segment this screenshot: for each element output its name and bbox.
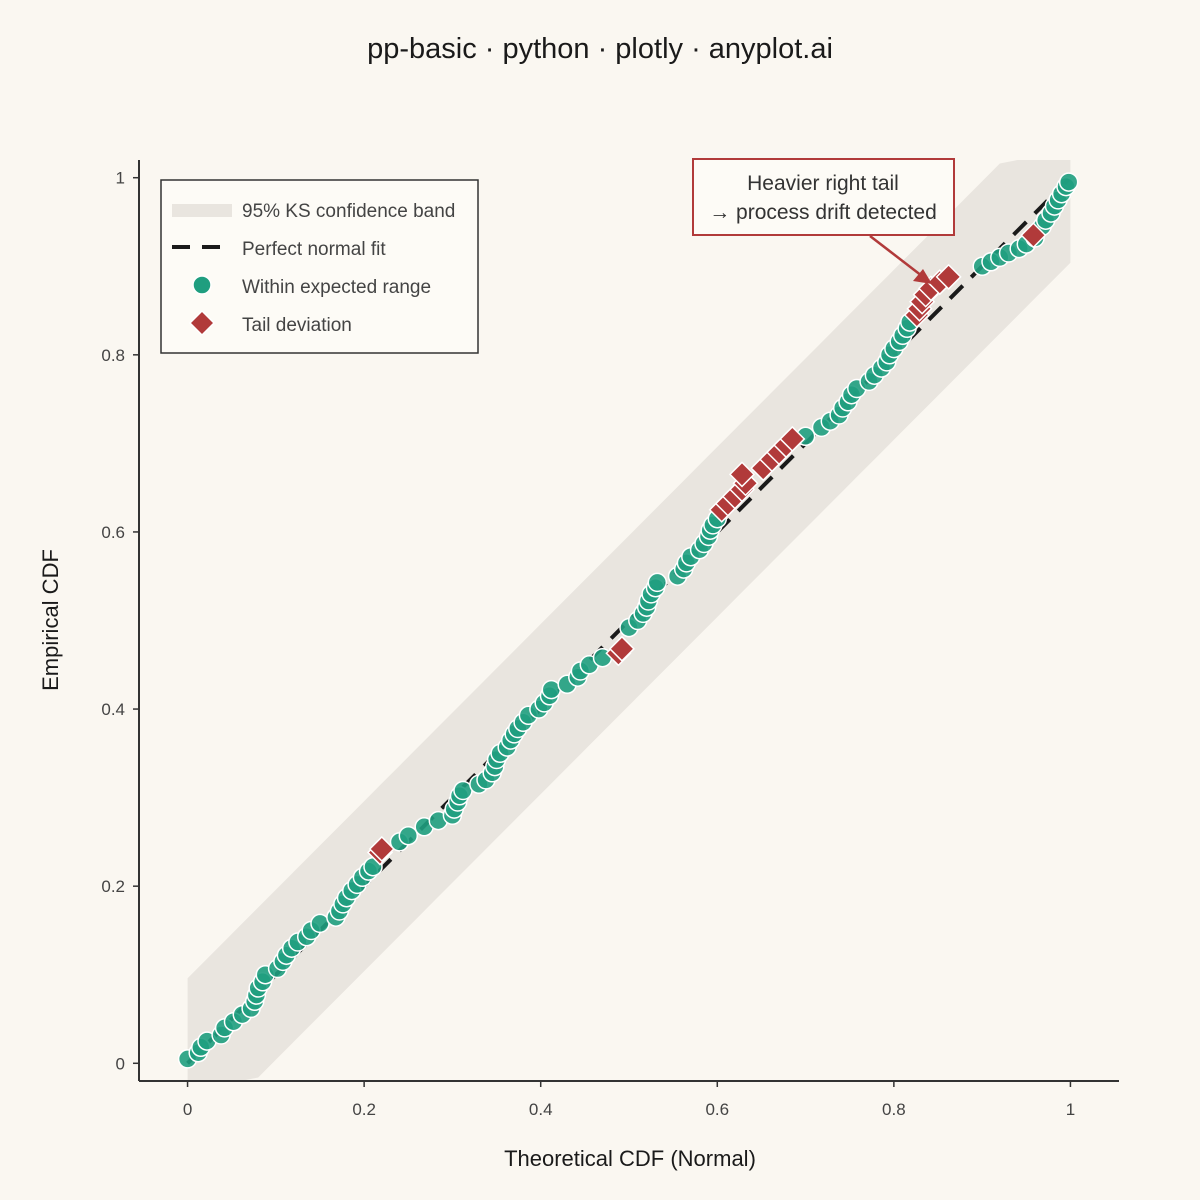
y-axis-title: Empirical CDF: [38, 549, 63, 691]
data-point-within: [647, 572, 668, 593]
x-tick-label: 0: [183, 1100, 192, 1119]
data-point-within: [398, 825, 419, 846]
data-point-tail: [935, 263, 962, 290]
y-tick-label: 0.8: [101, 346, 125, 365]
annotation-line1: Heavier right tail: [747, 172, 899, 195]
x-tick-label: 0.2: [352, 1100, 376, 1119]
annotation-box: [692, 158, 955, 236]
x-axis-title: Theoretical CDF (Normal): [504, 1146, 756, 1171]
legend-within-swatch: [192, 275, 212, 295]
y-tick-label: 0.4: [101, 700, 125, 719]
legend-tail-label: Tail deviation: [242, 315, 352, 336]
within-range-points: [177, 172, 1079, 1069]
x-tick-label: 0.6: [705, 1100, 729, 1119]
x-tick-label: 1: [1066, 1100, 1075, 1119]
y-tick-label: 0: [116, 1054, 125, 1073]
data-point-tail: [779, 425, 806, 453]
tail-annotation: Heavier right tail → process drift detec…: [692, 158, 955, 284]
annotation-arrow-head: [913, 269, 932, 284]
legend: 95% KS confidence band Perfect normal fi…: [160, 179, 479, 354]
chart-title: pp-basic · python · plotly · anyplot.ai: [367, 33, 833, 65]
plot-area: [177, 160, 1079, 1081]
annotation-arrow-line: [869, 235, 923, 277]
x-axis-ticks: 0 0.2 0.4 0.6 0.8 1: [183, 1081, 1075, 1119]
legend-fit-label: Perfect normal fit: [242, 239, 386, 260]
legend-within-label: Within expected range: [242, 277, 431, 298]
data-point-within: [1058, 172, 1079, 192]
data-point-tail: [1020, 222, 1047, 249]
y-axis-ticks: 0 0.2 0.4 0.6 0.8 1: [101, 169, 139, 1073]
x-tick-label: 0.8: [882, 1100, 906, 1119]
y-tick-label: 1: [116, 169, 125, 188]
y-tick-label: 0.2: [101, 877, 125, 896]
data-point-tail: [608, 635, 635, 662]
tail-deviation-points: [366, 222, 1047, 866]
legend-band-label: 95% KS confidence band: [242, 201, 455, 222]
y-tick-label: 0.6: [101, 523, 125, 542]
x-tick-label: 0.4: [529, 1100, 553, 1119]
legend-band-swatch: [172, 204, 232, 217]
annotation-line2: → process drift detected: [709, 201, 937, 224]
data-point-tail: [728, 461, 756, 488]
legend-tail-swatch: [188, 309, 216, 337]
data-point-tail: [368, 835, 395, 863]
axes: 0 0.2 0.4 0.6 0.8 1 0 0.2 0.4 0.6 0.8 1: [101, 160, 1119, 1119]
